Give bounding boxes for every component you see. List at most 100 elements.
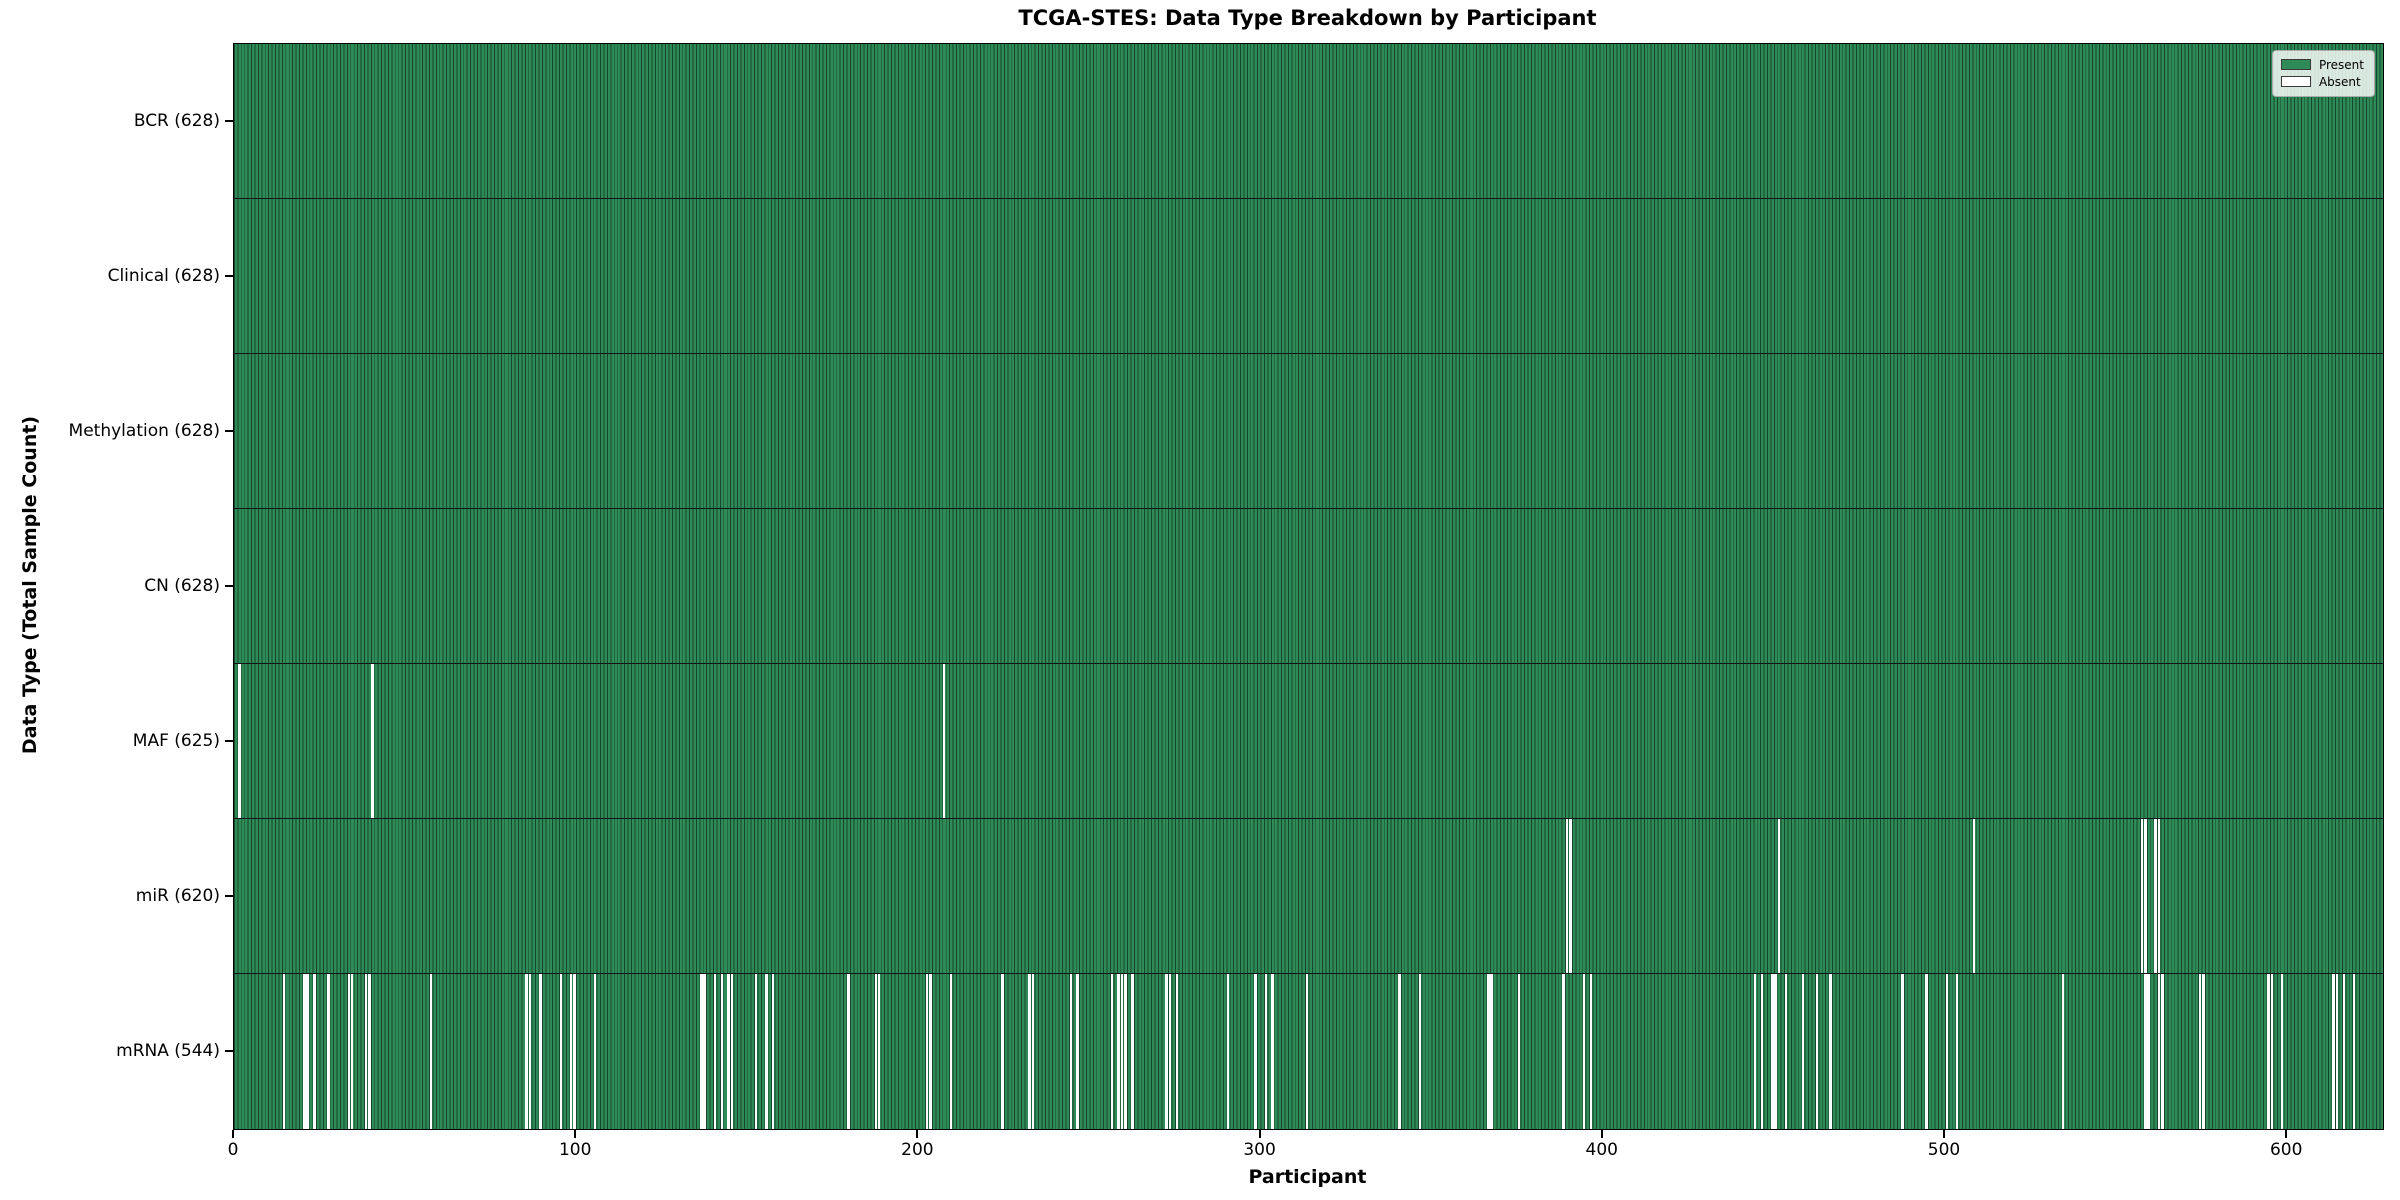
absent-stripe bbox=[699, 974, 703, 1129]
absent-stripe bbox=[1418, 974, 1422, 1129]
absent-stripe bbox=[559, 974, 563, 1129]
absent-stripe bbox=[1487, 974, 1490, 1129]
absent-stripe bbox=[1945, 974, 1949, 1129]
absent-stripe bbox=[593, 974, 597, 1129]
data-row-Clinical bbox=[234, 199, 2383, 354]
y-tick-label: CN (628) bbox=[144, 575, 220, 596]
absent-stripe bbox=[1784, 974, 1788, 1129]
absent-stripe bbox=[282, 974, 286, 1129]
absent-stripe bbox=[539, 974, 542, 1129]
absent-stripe bbox=[1565, 819, 1569, 973]
absent-stripe bbox=[2267, 974, 2270, 1129]
absent-stripe bbox=[730, 974, 734, 1129]
absent-stripe bbox=[1972, 819, 1976, 973]
absent-stripe bbox=[1517, 974, 1521, 1129]
legend-item-present: Present bbox=[2280, 56, 2364, 73]
y-tick-mark bbox=[225, 584, 233, 587]
absent-stripe bbox=[1069, 974, 1073, 1129]
absent-stripe bbox=[1271, 974, 1274, 1129]
plot-area: Present Absent bbox=[233, 43, 2384, 1130]
absent-stripe bbox=[2280, 974, 2284, 1129]
y-tick-label: Clinical (628) bbox=[107, 265, 220, 286]
x-tick-mark bbox=[1600, 1129, 1603, 1138]
absent-stripe bbox=[2332, 974, 2335, 1129]
absent-stripe bbox=[1829, 974, 1832, 1129]
absent-stripe bbox=[2335, 974, 2339, 1129]
data-row-MAF bbox=[234, 664, 2383, 819]
absent-stripe bbox=[1124, 974, 1127, 1129]
data-row-BCR bbox=[234, 44, 2383, 199]
absent-stripe bbox=[313, 974, 316, 1129]
absent-stripe bbox=[2140, 819, 2144, 973]
y-tick-label: mRNA (544) bbox=[116, 1040, 220, 1061]
absent-stripe bbox=[847, 974, 850, 1129]
absent-stripe bbox=[1777, 819, 1781, 973]
y-tick-label: MAF (625) bbox=[132, 730, 220, 751]
absent-stripe bbox=[942, 664, 946, 818]
absent-stripe bbox=[303, 974, 306, 1129]
chart-title: TCGA-STES: Data Type Breakdown by Partic… bbox=[1018, 6, 1597, 30]
absent-stripe bbox=[1305, 974, 1309, 1129]
absent-stripe bbox=[2157, 974, 2161, 1129]
absent-stripe bbox=[326, 974, 330, 1129]
y-tick-mark bbox=[225, 274, 233, 277]
absent-stripe bbox=[2147, 974, 2150, 1129]
absent-stripe bbox=[1001, 974, 1004, 1129]
legend: Present Absent bbox=[2271, 50, 2375, 97]
absent-stripe bbox=[528, 974, 532, 1129]
absent-stripe bbox=[2270, 974, 2274, 1129]
absent-stripe bbox=[1582, 974, 1586, 1129]
legend-absent-label: Absent bbox=[2318, 74, 2361, 89]
absent-stripe bbox=[1562, 974, 1565, 1129]
absent-stripe bbox=[2061, 974, 2065, 1129]
absent-stripe bbox=[1815, 974, 1819, 1129]
x-tick-mark bbox=[574, 1129, 577, 1138]
x-tick-label: 600 bbox=[2269, 1140, 2303, 1160]
legend-absent-swatch bbox=[2280, 76, 2311, 87]
absent-stripe bbox=[1117, 974, 1120, 1129]
absent-stripe bbox=[1226, 974, 1230, 1129]
x-tick-label: 500 bbox=[1927, 1140, 1961, 1160]
absent-stripe bbox=[1264, 974, 1268, 1129]
absent-stripe bbox=[1760, 974, 1764, 1129]
absent-stripe bbox=[238, 664, 241, 818]
absent-stripe bbox=[1569, 819, 1572, 973]
absent-stripe bbox=[573, 974, 576, 1129]
x-tick-label: 400 bbox=[1585, 1140, 1618, 1160]
absent-stripe bbox=[727, 974, 730, 1129]
data-row-miR bbox=[234, 819, 2383, 974]
absent-stripe bbox=[368, 974, 371, 1129]
absent-stripe bbox=[1925, 974, 1928, 1129]
absent-stripe bbox=[1175, 974, 1179, 1129]
absent-stripe bbox=[1490, 974, 1493, 1129]
absent-stripe bbox=[1254, 974, 1257, 1129]
absent-stripe bbox=[1753, 974, 1757, 1129]
absent-stripe bbox=[2198, 974, 2202, 1129]
y-tick-mark bbox=[225, 739, 233, 742]
x-tick-mark bbox=[1942, 1129, 1945, 1138]
absent-stripe bbox=[771, 974, 775, 1129]
x-tick-label: 100 bbox=[558, 1140, 592, 1160]
absent-stripe bbox=[765, 974, 768, 1129]
absent-stripe bbox=[2161, 974, 2164, 1129]
absent-stripe bbox=[877, 974, 881, 1129]
absent-stripe bbox=[1955, 974, 1959, 1129]
legend-item-absent: Absent bbox=[2280, 73, 2364, 90]
data-row-mRNA bbox=[234, 974, 2383, 1129]
absent-stripe bbox=[525, 974, 528, 1129]
x-tick-mark bbox=[1258, 1129, 1261, 1138]
absent-stripe bbox=[2352, 974, 2356, 1129]
absent-stripe bbox=[713, 974, 717, 1129]
absent-stripe bbox=[2144, 819, 2147, 973]
absent-stripe bbox=[2202, 974, 2205, 1129]
x-axis-label: Participant bbox=[1248, 1166, 1367, 1188]
absent-stripe bbox=[1110, 974, 1114, 1129]
absent-stripe bbox=[929, 974, 932, 1129]
x-tick-mark bbox=[916, 1129, 919, 1138]
y-tick-mark bbox=[225, 429, 233, 432]
absent-stripe bbox=[1589, 974, 1593, 1129]
data-row-CN bbox=[234, 509, 2383, 664]
absent-stripe bbox=[364, 974, 368, 1129]
absent-stripe bbox=[1076, 974, 1079, 1129]
absent-stripe bbox=[429, 974, 433, 1129]
